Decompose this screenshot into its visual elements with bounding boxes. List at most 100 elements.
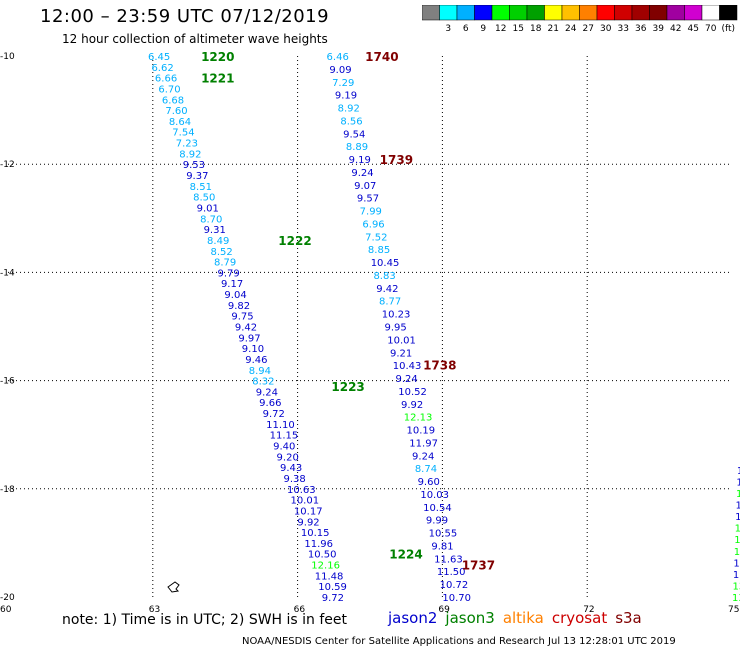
wave-height-value: 9.24 <box>412 451 434 462</box>
wave-height-value: 9.20 <box>277 452 299 463</box>
wave-height-value: 1 <box>737 466 740 477</box>
wave-height-value: 8.92 <box>338 104 360 115</box>
wave-height-value: 6.46 <box>327 52 349 63</box>
wave-height-value: 9.37 <box>186 171 208 182</box>
wave-height-value: 8.64 <box>169 117 191 128</box>
wave-height-value: 9.19 <box>335 91 357 102</box>
credit-line: NOAA/NESDIS Center for Satellite Applica… <box>242 636 676 647</box>
legend-cryosat: cryosat <box>551 609 608 627</box>
colorbar-swatch <box>649 5 668 21</box>
wave-height-value: 9.46 <box>245 355 267 366</box>
wave-height-value: 9.95 <box>384 323 406 334</box>
pass-time-label: 1740 <box>365 50 398 64</box>
wave-height-value: 6.68 <box>162 95 184 106</box>
colorbar-label: 27 <box>583 24 594 33</box>
wave-height-value: 10.23 <box>382 310 411 321</box>
wave-height-value: 10.01 <box>290 496 319 507</box>
wave-height-value: 12. <box>734 547 740 558</box>
wave-height-value: 11. <box>733 558 740 569</box>
wave-height-value: 9.42 <box>235 323 257 334</box>
wave-height-value: 10.72 <box>440 580 469 591</box>
wave-height-value: 9.92 <box>297 517 319 528</box>
wave-height-value: 9.38 <box>284 474 306 485</box>
satellite-legend: jason2 jason3 altika cryosat s3a <box>388 609 650 627</box>
wave-height-value: 8.79 <box>214 258 236 269</box>
wave-height-value: 10.52 <box>398 387 427 398</box>
wave-height-value: 11 <box>735 512 740 523</box>
pass-time-label: 1738 <box>423 358 456 372</box>
wave-height-value: 9.81 <box>431 541 453 552</box>
x-tick-label: 69 <box>438 605 450 615</box>
wave-height-value: 13.0 <box>732 593 740 604</box>
wave-height-value: 9.54 <box>343 129 365 140</box>
wave-height-value: 11 <box>736 501 740 512</box>
wave-height-value: 10.01 <box>387 335 416 346</box>
wave-height-value: 13 <box>735 524 740 535</box>
colorbar-label: 6 <box>463 24 469 33</box>
wave-height-value: 10.63 <box>287 485 316 496</box>
wave-height-value: 11.97 <box>409 438 438 449</box>
wave-height-value: 10.43 <box>393 361 422 372</box>
wave-height-value: 7.99 <box>360 207 382 218</box>
wave-height-value: 10.15 <box>301 528 330 539</box>
wave-height-value: 6.62 <box>151 63 173 74</box>
legend-s3a: s3a <box>615 609 642 627</box>
x-tick-label: 66 <box>294 605 306 615</box>
wave-height-value: 9.04 <box>224 290 246 301</box>
wave-height-value: 10.17 <box>294 506 323 517</box>
wave-height-value: 9.09 <box>329 65 351 76</box>
page-title: 12:00 – 23:59 UTC 07/12/2019 <box>40 6 330 27</box>
y-tick-label: -12 <box>0 160 15 170</box>
colorbar-swatch <box>439 5 458 21</box>
colorbar-swatch <box>456 5 475 21</box>
wave-height-value: 9.42 <box>376 284 398 295</box>
wave-height-value: 9.99 <box>426 516 448 527</box>
wave-height-value: 9.24 <box>256 387 278 398</box>
wave-height-value: 8.89 <box>346 142 368 153</box>
colorbar-swatch <box>579 5 598 21</box>
wave-height-value: 9.01 <box>197 203 219 214</box>
wave-height-value: 9.57 <box>357 194 379 205</box>
colorbar-label: 9 <box>480 24 486 33</box>
colorbar-swatch <box>526 5 545 21</box>
wave-height-value: 9.19 <box>349 155 371 166</box>
wave-height-value: 8.74 <box>415 464 437 475</box>
legend-altika: altika <box>502 609 544 627</box>
colorbar-label: 36 <box>635 24 647 33</box>
colorbar-swatch <box>631 5 650 21</box>
wave-height-value: 9.24 <box>351 168 373 179</box>
colorbar-swatch <box>596 5 615 21</box>
wave-height-value: 9.97 <box>238 333 260 344</box>
pass-time-label: 1739 <box>380 153 413 167</box>
wave-height-value: 9.72 <box>263 409 285 420</box>
wave-height-value: 10.55 <box>429 529 458 540</box>
wave-height-value: 11.50 <box>437 567 466 578</box>
colorbar-label: 39 <box>653 24 665 33</box>
wave-height-value: 7.52 <box>365 232 387 243</box>
colorbar-swatch <box>684 5 703 21</box>
colorbar-swatch <box>614 5 633 21</box>
wave-height-value: 9.75 <box>231 312 253 323</box>
colorbar-swatch <box>422 5 440 21</box>
map-symbol-icon <box>167 581 180 593</box>
colorbar-unit: (ft) <box>722 24 736 33</box>
wave-height-value: 7.29 <box>332 78 354 89</box>
wave-height-value: 7.23 <box>176 139 198 150</box>
colorbar-label: 12 <box>495 24 506 33</box>
colorbar-swatch <box>666 5 685 21</box>
colorbar-label: 3 <box>445 24 451 33</box>
wave-height-value: 6.96 <box>362 219 384 230</box>
wave-height-value: 9.24 <box>396 374 418 385</box>
pass-time-label: 1221 <box>201 72 234 86</box>
wave-height-value: 8.52 <box>211 247 233 258</box>
wave-height-value: 6.45 <box>148 52 170 63</box>
wave-height-value: 9.17 <box>221 279 243 290</box>
wave-height-value: 8.50 <box>193 193 215 204</box>
pass-time-label: 1223 <box>331 380 364 394</box>
pass-time-labels: 1220 1221 1222 1223 1224 1740 1739 1738 1737 <box>201 50 495 573</box>
pass-time-label: 1224 <box>389 548 422 562</box>
y-tick-label: -20 <box>0 593 15 603</box>
data-points: 6.456.626.666.706.687.608.647.547.238.92… <box>148 52 740 604</box>
x-tick-label: 72 <box>583 605 594 615</box>
